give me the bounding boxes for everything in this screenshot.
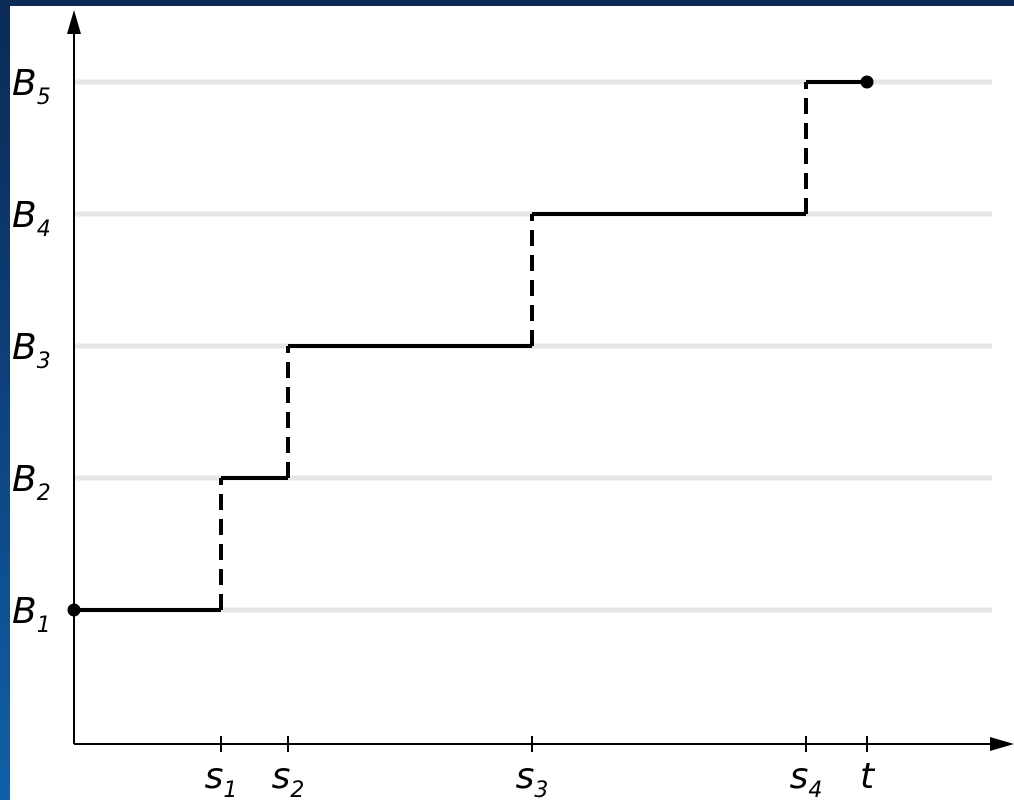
time-label-3: s3 [516,756,549,800]
level-label-4: B4 [12,195,51,242]
time-label-1: s1 [205,756,238,800]
level-label-1: B1 [12,591,51,638]
step-path-diagram: B1 B2 B3 B4 B5 s1 s2 s3 s4 t [12,10,1014,800]
level-label-3: B3 [12,327,51,374]
diagram-canvas: B1 B2 B3 B4 B5 s1 s2 s3 s4 t [10,6,1014,800]
y-axis-arrow-icon [67,10,81,34]
time-label-5: t [860,756,876,797]
time-label-4: s4 [790,756,823,800]
x-axis-arrow-icon [990,737,1014,751]
time-label-2: s2 [272,756,305,800]
end-point [860,75,874,89]
level-label-5: B5 [12,63,51,110]
level-label-2: B2 [12,459,51,506]
start-point [67,603,81,617]
